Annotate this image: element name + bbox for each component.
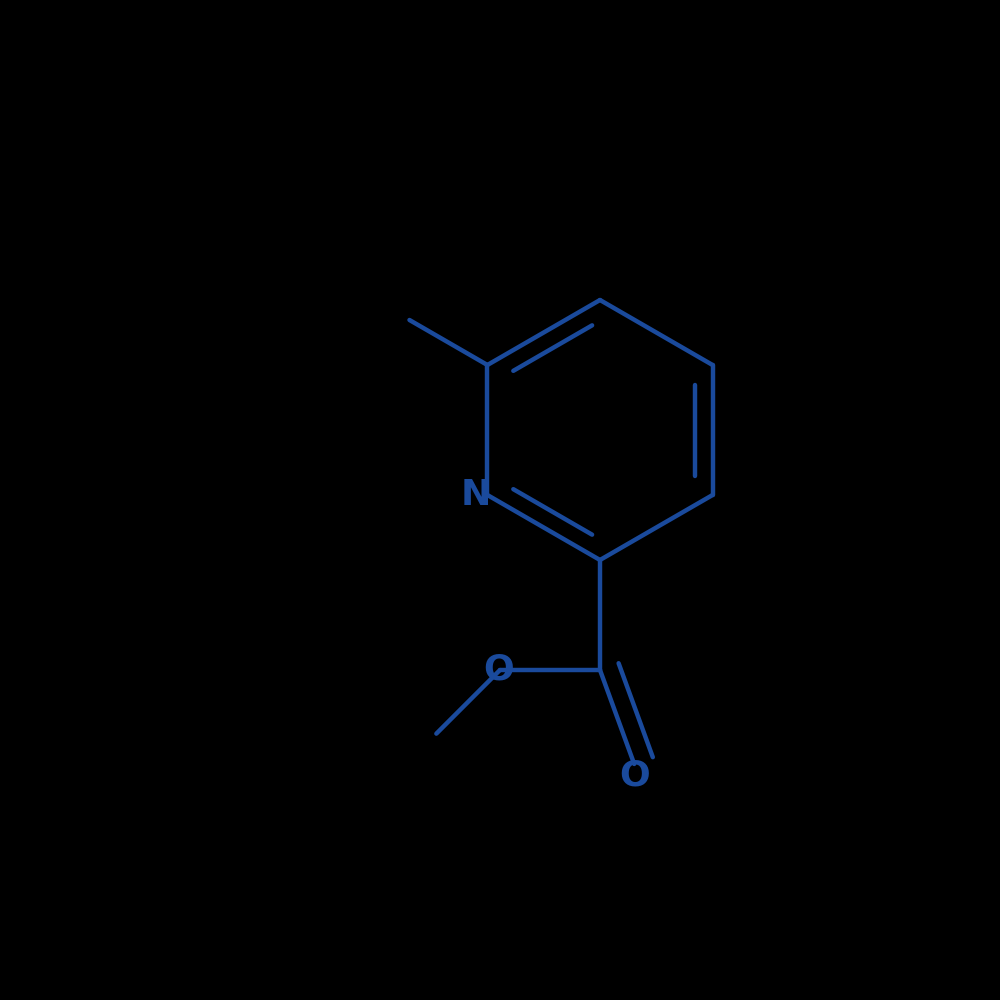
Text: O: O — [484, 653, 514, 687]
Text: O: O — [619, 759, 650, 793]
Text: N: N — [460, 478, 491, 512]
